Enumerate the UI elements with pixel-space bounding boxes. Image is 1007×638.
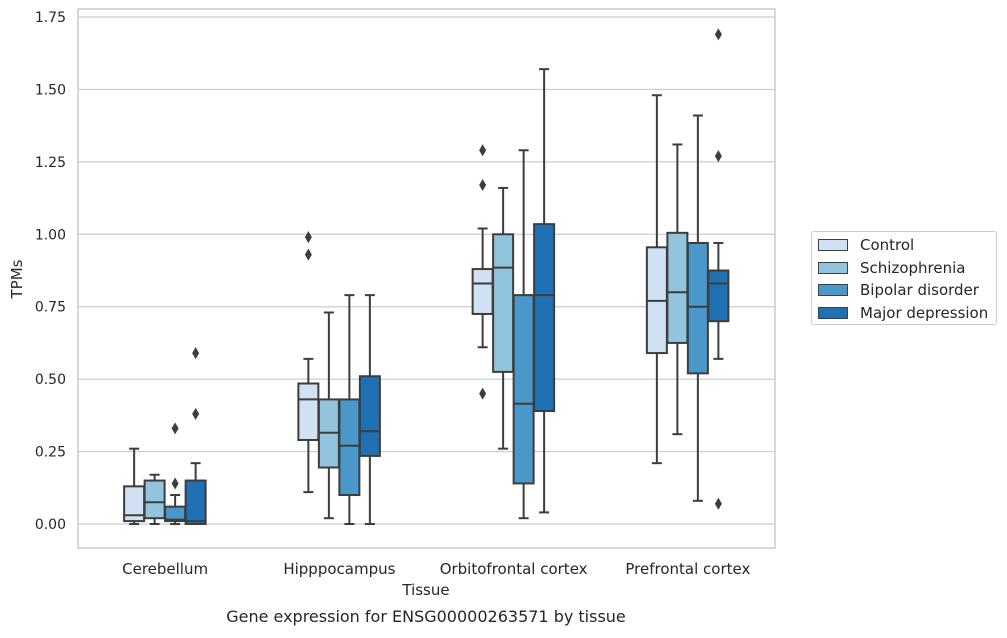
iqr-box xyxy=(492,233,515,373)
iqr-box xyxy=(666,231,689,344)
outlier-point xyxy=(479,179,487,192)
box-major-depression xyxy=(358,294,381,525)
legend-item-schizophrenia: Schizophrenia xyxy=(818,259,965,277)
outlier-point xyxy=(192,347,200,360)
iqr-box xyxy=(512,294,535,485)
legend: Control Schizophrenia Bipolar disorder M… xyxy=(811,231,997,325)
outlier-point xyxy=(479,387,487,400)
box-schizophrenia xyxy=(666,143,689,436)
legend-label-control: Control xyxy=(860,236,915,254)
iqr-box xyxy=(338,398,361,497)
iqr-box xyxy=(471,268,494,315)
box-major-depression xyxy=(533,68,556,514)
box-major-depression xyxy=(707,28,730,510)
iqr-box xyxy=(297,382,320,441)
outlier-point xyxy=(479,144,487,157)
y-tick-label: 0.75 xyxy=(35,300,66,316)
box-bipolar-disorder xyxy=(512,149,535,520)
x-tick-label: Hipppocampus xyxy=(283,560,395,578)
outlier-point xyxy=(714,28,722,41)
y-axis-label: TPMs xyxy=(8,259,26,299)
legend-item-control: Control xyxy=(818,236,914,254)
box-bipolar-disorder xyxy=(164,422,187,525)
legend-label-schizophrenia: Schizophrenia xyxy=(860,259,966,277)
legend-swatch-major-depression xyxy=(818,307,848,319)
box-control xyxy=(471,144,494,400)
legend-label-major-depression: Major depression xyxy=(860,304,989,322)
box-bipolar-disorder xyxy=(338,294,361,525)
y-tick-label: 1.00 xyxy=(35,227,66,243)
outlier-point xyxy=(304,231,312,244)
legend-swatch-schizophrenia xyxy=(818,262,848,274)
x-tick-label: Prefrontal cortex xyxy=(625,560,750,578)
box-control xyxy=(297,231,320,494)
legend-swatch-bipolar-disorder xyxy=(818,284,848,296)
y-tick-label: 0.25 xyxy=(35,445,66,461)
iqr-box xyxy=(358,375,381,457)
legend-item-bipolar-disorder: Bipolar disorder xyxy=(818,281,979,299)
y-tick-label: 0.00 xyxy=(35,517,66,533)
outlier-point xyxy=(304,248,312,261)
iqr-box xyxy=(184,479,207,525)
box-bipolar-disorder xyxy=(686,114,709,502)
box-layer xyxy=(123,28,730,525)
iqr-box xyxy=(143,479,166,520)
box-major-depression xyxy=(184,347,207,525)
iqr-box xyxy=(707,269,730,323)
y-tick-label: 0.50 xyxy=(35,372,66,388)
box-control xyxy=(123,447,146,525)
outlier-point xyxy=(171,477,179,490)
chart-title: Gene expression for ENSG00000263571 by t… xyxy=(226,607,626,626)
y-tick-label: 1.75 xyxy=(35,10,66,26)
grid-lines xyxy=(78,16,775,525)
box-schizophrenia xyxy=(143,473,166,525)
tick-labels: 0.00 0.25 0.50 0.75 1.00 1.25 1.50 1.75 Cerebell… xyxy=(35,10,751,578)
outlier-point xyxy=(714,150,722,163)
y-tick-label: 1.50 xyxy=(35,82,66,98)
x-tick-label: Cerebellum xyxy=(122,560,208,578)
x-axis-label: Tissue xyxy=(401,581,449,599)
outlier-point xyxy=(171,422,179,435)
legend-swatch-control xyxy=(818,239,848,251)
outlier-point xyxy=(192,407,200,420)
plot-frame xyxy=(77,8,776,549)
box-schizophrenia xyxy=(492,186,515,450)
box-schizophrenia xyxy=(317,311,340,520)
x-tick-label: Orbitofrontal cortex xyxy=(440,560,588,578)
box-control xyxy=(645,94,668,465)
legend-label-bipolar-disorder: Bipolar disorder xyxy=(860,281,979,299)
legend-item-major-depression: Major depression xyxy=(818,304,988,322)
iqr-box xyxy=(533,223,556,413)
iqr-box xyxy=(686,241,709,375)
y-tick-label: 1.25 xyxy=(35,155,66,171)
outlier-point xyxy=(714,497,722,510)
